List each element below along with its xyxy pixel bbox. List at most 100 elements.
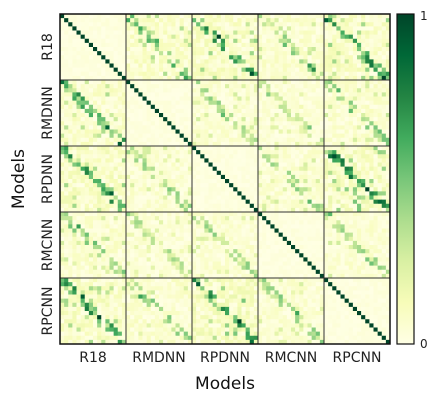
heatmap-cell: [381, 154, 387, 159]
heatmap-cell: [64, 245, 69, 250]
heatmap-cell: [282, 224, 288, 229]
heatmap-cell: [303, 129, 308, 134]
heatmap-cell: [159, 245, 164, 250]
heatmap-cell: [295, 18, 300, 23]
heatmap-cell: [270, 75, 275, 81]
heatmap-cell: [373, 195, 378, 200]
heatmap-cell: [154, 162, 160, 167]
heatmap-cell: [369, 18, 374, 23]
heatmap-cell: [377, 249, 383, 254]
heatmap-cell: [171, 55, 176, 60]
diagonal-cell: [64, 18, 69, 23]
heatmap-cell: [365, 154, 370, 159]
heatmap-cell: [121, 179, 127, 184]
heatmap-cell: [113, 18, 119, 23]
heatmap-cell: [274, 96, 279, 101]
heatmap-cell: [113, 125, 119, 130]
heatmap-cell: [88, 154, 94, 159]
heatmap-cell: [130, 166, 135, 172]
heatmap-cell: [171, 199, 176, 205]
heatmap-cell: [344, 42, 350, 48]
heatmap-cell: [80, 146, 86, 151]
diagonal-cell: [60, 14, 65, 19]
heatmap-cell: [142, 117, 147, 122]
heatmap-cell: [237, 63, 242, 68]
heatmap-cell: [84, 84, 90, 89]
heatmap-cell: [328, 179, 333, 184]
heatmap-cell: [216, 195, 222, 200]
heatmap-cell: [319, 22, 325, 27]
heatmap-cell: [344, 71, 350, 77]
heatmap-cell: [311, 199, 317, 205]
heatmap-cell: [307, 59, 312, 64]
heatmap-cell: [134, 245, 139, 250]
heatmap-cell: [385, 154, 391, 159]
heatmap-cell: [377, 38, 383, 44]
heatmap-cell: [328, 113, 333, 118]
heatmap-cell: [274, 245, 279, 250]
heatmap-cell: [249, 71, 255, 77]
heatmap-cell: [175, 232, 180, 238]
heatmap-cell: [105, 249, 110, 254]
heatmap-cell: [315, 216, 321, 221]
heatmap-cell: [220, 141, 226, 147]
diagonal-cell: [76, 30, 81, 35]
heatmap-cell: [303, 121, 308, 126]
heatmap-cell: [369, 129, 374, 134]
heatmap-cell: [307, 183, 312, 188]
heatmap-cell: [332, 179, 337, 184]
heatmap-cell: [373, 92, 378, 97]
heatmap-cell: [113, 137, 119, 143]
heatmap-cell: [138, 154, 143, 159]
heatmap-cell: [365, 121, 370, 126]
heatmap-plot-area: [59, 13, 391, 345]
heatmap-cell: [146, 121, 152, 126]
heatmap-cell: [208, 104, 213, 110]
heatmap-cell: [113, 212, 119, 217]
heatmap-cell: [142, 141, 147, 147]
heatmap-cell: [249, 117, 255, 122]
heatmap-cell: [381, 117, 387, 122]
heatmap-cell: [286, 207, 292, 213]
heatmap-cell: [237, 261, 242, 266]
heatmap-cell: [93, 137, 98, 143]
heatmap-cell: [357, 100, 362, 106]
heatmap-cell: [385, 141, 391, 147]
heatmap-cell: [307, 67, 312, 73]
heatmap-cell: [126, 59, 131, 64]
heatmap-cell: [357, 92, 362, 97]
heatmap-cell: [163, 113, 168, 118]
heatmap-cell: [245, 141, 251, 147]
heatmap-cell: [167, 26, 172, 31]
heatmap-cell: [220, 158, 226, 163]
heatmap-cell: [229, 203, 234, 209]
heatmap-cell: [192, 170, 197, 176]
heatmap-cell: [348, 170, 354, 176]
heatmap-cell: [93, 179, 98, 184]
heatmap-cell: [286, 232, 292, 238]
heatmap-cell: [365, 55, 370, 60]
heatmap-cell: [266, 187, 271, 192]
heatmap-cell: [336, 212, 341, 217]
heatmap-cell: [171, 170, 176, 176]
heatmap-cell: [60, 249, 65, 254]
heatmap-cell: [64, 253, 69, 258]
heatmap-cell: [159, 207, 164, 213]
heatmap-cell: [97, 55, 102, 60]
heatmap-cell: [328, 129, 333, 134]
heatmap-cell: [295, 100, 300, 106]
heatmap-cell: [126, 18, 131, 23]
heatmap-cell: [282, 150, 288, 155]
heatmap-cell: [373, 26, 378, 31]
heatmap-cell: [307, 174, 312, 180]
heatmap-cell: [233, 240, 238, 246]
heatmap-cell: [278, 80, 284, 85]
heatmap-cell: [340, 42, 345, 48]
heatmap-cell: [245, 88, 251, 93]
heatmap-cell: [332, 207, 337, 213]
heatmap-cell: [109, 146, 114, 151]
heatmap-cell: [175, 38, 180, 44]
heatmap-cell: [72, 191, 77, 196]
heatmap-cell: [220, 104, 226, 110]
heatmap-cell: [307, 80, 312, 85]
